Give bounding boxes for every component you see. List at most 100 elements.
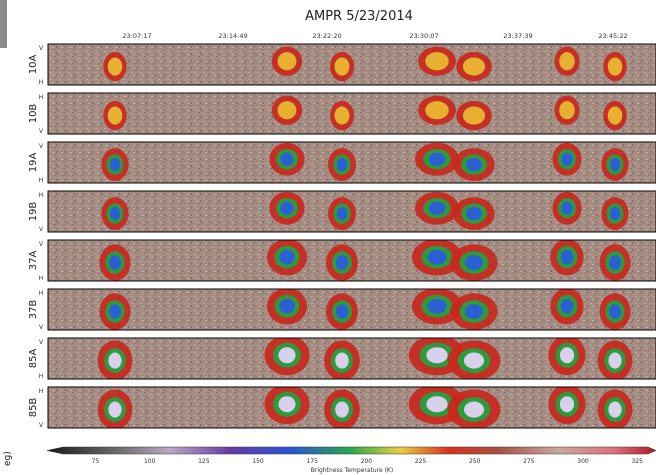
channel-label: 19A [28,153,39,173]
polarization-top-label: V [39,45,44,52]
colorbar-tick-label: 100 [144,458,156,465]
polarization-bottom-label: H [39,79,44,86]
channel-label: 85A [28,349,39,369]
polarization-top-label: H [39,192,44,199]
storm-cell-inner [559,347,575,364]
storm-cell-inner [109,304,121,319]
storm-cell-core [334,57,350,76]
storm-cell-inner [465,255,483,270]
time-tick-label: 23:37:39 [503,32,532,40]
storm-cell-inner [109,206,121,221]
storm-cell-inner [278,396,296,413]
storm-cell-inner [108,352,122,369]
storm-cell-inner [466,157,482,172]
colorbar-tick-label: 150 [252,458,264,465]
channel-label: 37B [28,300,39,320]
storm-cell-core [559,101,575,120]
storm-cell-inner [279,249,295,265]
polarization-bottom-label: V [39,422,44,429]
storm-cell-inner [560,298,574,314]
storm-cell-inner [279,298,295,314]
time-tick-label: 23:22:20 [312,32,341,40]
storm-cell-inner [561,201,573,215]
storm-cell-inner [109,255,121,270]
channel-label: 10A [28,55,39,75]
storm-cell-inner [609,157,621,172]
panel-border [47,92,656,135]
storm-cell-core [462,57,486,76]
panel-border [47,386,656,429]
polarization-top-label: V [39,143,44,150]
storm-cell-inner [559,396,575,413]
colorbar-tick-label: 175 [306,458,318,465]
storm-cell-inner [109,157,121,172]
polarization-bottom-label: H [39,275,44,282]
storm-cell-inner [336,206,348,221]
storm-cell-inner [465,304,483,319]
storm-cell-inner [336,157,348,172]
storm-cell-inner [426,347,448,364]
polarization-bottom-label: V [39,128,44,135]
storm-cell-inner [335,304,349,319]
storm-cell-inner [427,298,447,314]
side-strip [0,0,7,48]
panel-border [47,288,656,331]
polarization-bottom-label: V [39,324,44,331]
storm-cell-inner [426,396,448,413]
storm-cell-inner [335,255,349,270]
colorbar-tick-label: 325 [631,458,643,465]
storm-cell-inner [335,401,349,418]
storm-cell-inner [280,152,294,166]
storm-cell-inner [463,352,485,369]
partial-axis-label: eg) [3,451,13,466]
storm-cell-inner [608,352,622,369]
colorbar-tick-label: 300 [577,458,589,465]
storm-cell-inner [609,206,621,221]
storm-cell-core [425,101,449,120]
colorbar-tick-label: 75 [92,458,100,465]
colorbar-tick-label: 250 [469,458,481,465]
panel-border [47,239,656,282]
storm-cell-inner [609,255,621,270]
chart-title: AMPR 5/23/2014 [305,9,413,24]
storm-cell-inner [463,401,485,418]
panel-border [47,190,656,233]
channel-label: 10B [28,104,39,124]
storm-cell-inner [466,206,482,221]
storm-cell-core [425,52,449,71]
storm-cell-core [607,57,623,76]
channel-label: 37A [28,251,39,271]
storm-cell-inner [608,401,622,418]
time-tick-label: 23:45:22 [598,32,627,40]
time-tick-label: 23:07:17 [122,32,151,40]
channel-label: 19B [28,202,39,222]
polarization-top-label: H [39,94,44,101]
storm-cell-core [277,101,297,120]
storm-cell-inner [609,304,621,319]
polarization-top-label: H [39,388,44,395]
storm-cell-inner [280,201,294,215]
polarization-bottom-label: H [39,177,44,184]
panel-border [47,337,656,380]
colorbar-label: Brightness Temperature (K) [311,467,393,474]
storm-cell-inner [427,249,447,265]
polarization-top-label: V [39,339,44,346]
polarization-top-label: H [39,290,44,297]
storm-cell-inner [560,249,574,265]
polarization-bottom-label: V [39,226,44,233]
storm-cell-core [107,57,123,76]
polarization-top-label: V [39,241,44,248]
storm-cell-core [334,106,350,125]
colorbar-tick-label: 225 [415,458,427,465]
storm-cell-inner [335,352,349,369]
storm-cell-inner [561,152,573,166]
storm-cell-inner [428,201,446,215]
storm-cell-inner [108,401,122,418]
